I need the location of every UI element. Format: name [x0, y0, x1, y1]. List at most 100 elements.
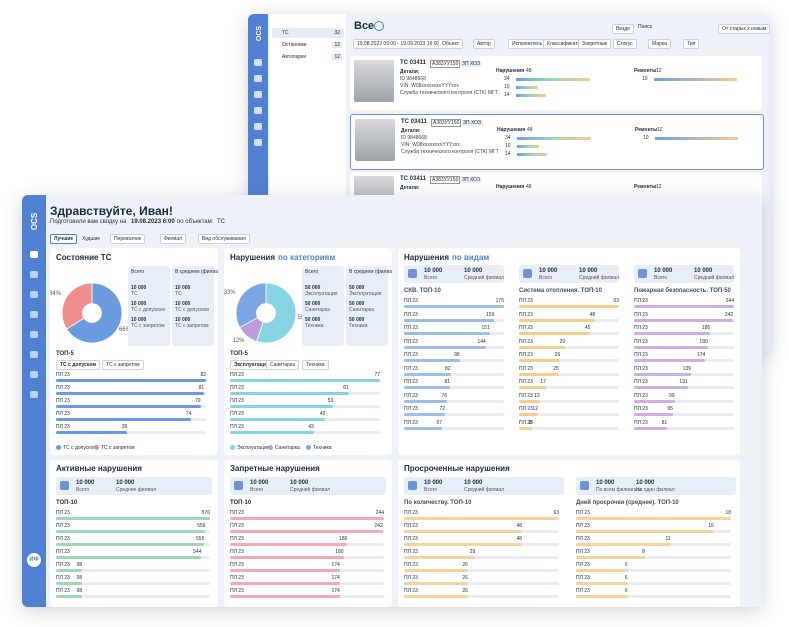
filter-chip[interactable]: Тип [683, 39, 700, 49]
bar [230, 595, 340, 598]
stat-value: 10 000 [116, 480, 135, 486]
bar [634, 345, 708, 349]
search-scope[interactable]: Везде [612, 24, 634, 34]
row-value: 244 [725, 298, 734, 304]
filter-chip[interactable]: Марка [648, 39, 671, 49]
bar-track [519, 413, 619, 416]
nav-icon[interactable] [254, 59, 262, 66]
bar [230, 582, 340, 585]
row-value: 98 [76, 588, 83, 594]
card[interactable]: ТС 03411 А383УУ150 ЗП ХОЗ Детали: ID 9848668… [350, 114, 764, 170]
stat-value: 10 000 [131, 285, 147, 291]
nav-icon[interactable] [30, 271, 38, 278]
bar-track [519, 345, 619, 349]
filter-chip[interactable]: Статус [613, 39, 637, 49]
stat-label: Эксплуатация [305, 291, 338, 297]
stat-value: 10 000 [76, 480, 95, 486]
stat-col [302, 266, 344, 346]
violations-total: 48 [526, 184, 532, 190]
bar [404, 517, 559, 520]
nav-icon[interactable] [30, 291, 38, 298]
search-input[interactable]: Поиск [638, 24, 652, 30]
stat-label: Техника [349, 323, 368, 329]
bar-track [56, 582, 210, 585]
card[interactable]: ТС 03411 А383УУ150 ЗП ХОЗ Детали: ID 9848668… [350, 56, 762, 110]
row-value: 174 [331, 575, 340, 581]
nav-icon[interactable] [30, 331, 38, 338]
row-label: ПЛ 23 [576, 562, 590, 568]
row-value: 10 [643, 135, 649, 141]
bar-track [519, 399, 619, 403]
stat-value: 10 000 [424, 268, 443, 274]
avatar[interactable]: ИФ [27, 553, 41, 567]
dropdown[interactable]: Вид обслуживания [198, 234, 250, 244]
row-label: ПЛ 23 [519, 298, 533, 304]
nav-item[interactable]: ТС 32 [272, 28, 344, 38]
nav-icon[interactable] [254, 123, 262, 130]
bar-track [404, 426, 504, 430]
top-tab[interactable]: ТС с запретом [102, 360, 144, 370]
nav-icon[interactable] [254, 91, 262, 98]
sort[interactable]: От старых к новым [718, 24, 770, 34]
row-value: 12 [532, 406, 539, 412]
filter-chip[interactable]: Объект [438, 39, 464, 49]
stat-value: 50 000 [305, 285, 321, 291]
row-value: 76 [441, 392, 448, 399]
stat-label: Всего [250, 487, 264, 493]
vehicle-name: ТС 03411 [400, 176, 427, 182]
filter-chip[interactable]: Автор [473, 39, 495, 49]
dropdown[interactable]: Перевозчик [110, 234, 145, 244]
nav-icon[interactable] [30, 371, 38, 378]
row-value: 151 [481, 325, 490, 331]
bar-track [404, 413, 504, 416]
row-value: 244 [375, 510, 384, 516]
plate: А383УУ150 [431, 119, 462, 127]
vehicle-name: ТС 03411 [401, 119, 428, 125]
nav-icon[interactable] [254, 75, 262, 82]
bar [56, 595, 83, 598]
nav-icon[interactable] [30, 311, 38, 318]
nav-icon[interactable] [254, 139, 262, 146]
legend-dot [268, 445, 273, 450]
stat-label: Средний филиал [464, 487, 505, 493]
summary-date[interactable]: 19.08.2023 6:00 [131, 219, 175, 225]
row-value: 559 [197, 523, 206, 529]
row-label: ПЛ 23 [404, 510, 418, 516]
top-tab[interactable]: Санитарка [266, 360, 299, 370]
bar [576, 569, 628, 572]
nav-item[interactable]: Автопарки 12 [272, 52, 344, 62]
filter-chip[interactable]: Исполнитель [508, 39, 547, 49]
nav-icon[interactable] [30, 351, 38, 358]
bar-track [634, 399, 734, 403]
tab[interactable]: Лучшие [50, 234, 78, 244]
row-value: 82 [445, 365, 451, 372]
tab[interactable]: Худшие [82, 236, 101, 242]
row-label: ПЛ 23 [404, 325, 418, 331]
nav-icon[interactable] [254, 107, 262, 114]
bar-track [404, 582, 559, 585]
top-tab[interactable]: Техника [302, 360, 329, 370]
row-value: 34 [505, 135, 511, 141]
legend-label: ТС с запретом [101, 445, 135, 451]
nav-icon[interactable] [30, 251, 38, 258]
bar [576, 595, 628, 598]
nav-icon[interactable] [30, 391, 38, 398]
top-tab[interactable]: ТС с допуском [56, 360, 101, 370]
bar [230, 392, 349, 395]
stat-icon [408, 269, 417, 278]
stat-label: Средний филиал [464, 275, 505, 281]
stat-label: ТС [131, 291, 138, 297]
bar [516, 86, 538, 89]
row-value: 53 [327, 398, 334, 404]
pie-label: 12% [232, 338, 245, 345]
bar-track [404, 372, 504, 376]
add-button[interactable] [374, 21, 384, 31]
row-label: ПЛ 23 [634, 392, 648, 399]
stat-label: По всем филиалам [596, 487, 642, 493]
panel: Активные нарушения 10 000 Всего 10 000 Средн… [50, 460, 218, 607]
row-label: ПЛ 23 [56, 588, 70, 594]
date-range[interactable]: 19.08.2023 09:00 - 19.09.2023 16:00 [353, 39, 444, 49]
dropdown[interactable]: Филиал [160, 234, 187, 244]
filter-chip[interactable]: Запретные [578, 39, 612, 49]
nav-item[interactable]: Остановки 12 [272, 40, 344, 50]
